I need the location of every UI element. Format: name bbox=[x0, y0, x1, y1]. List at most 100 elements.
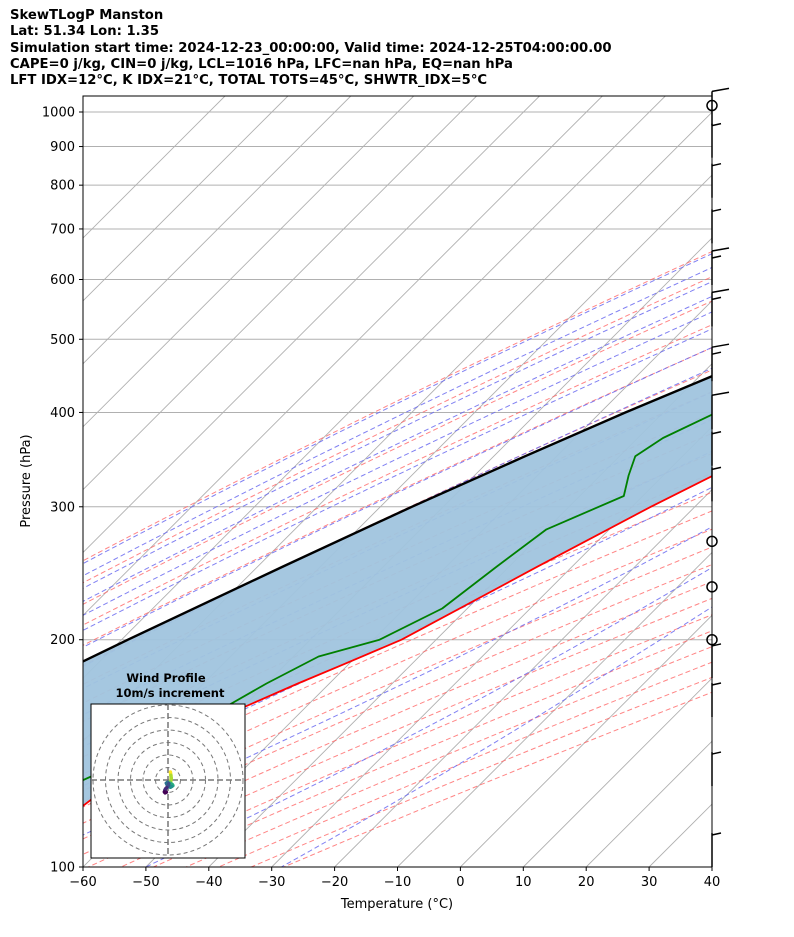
x-axis-label: Temperature (°C) bbox=[340, 897, 453, 912]
wind-barb bbox=[711, 247, 730, 286]
moist-adiabat bbox=[83, 346, 712, 648]
hodograph-title: Wind Profile bbox=[126, 671, 206, 685]
time-line: Simulation start time: 2024-12-23_00:00:… bbox=[10, 40, 612, 56]
hodograph-plot bbox=[91, 704, 245, 858]
dry-adiabat bbox=[83, 510, 712, 792]
barb-flag bbox=[711, 247, 730, 252]
y-tick-label: 600 bbox=[50, 273, 75, 288]
isotherm-line bbox=[711, 866, 712, 867]
x-tick-label: 40 bbox=[704, 875, 721, 890]
isotherm-line bbox=[83, 96, 540, 554]
wind-barb bbox=[711, 391, 730, 430]
moist-adiabat bbox=[83, 311, 712, 616]
y-tick-label: 900 bbox=[50, 140, 75, 155]
y-tick-label: 800 bbox=[50, 179, 75, 194]
wind-barb bbox=[711, 343, 730, 382]
wind-barb bbox=[706, 99, 718, 112]
barb-half-flag bbox=[711, 643, 722, 647]
wind-barb bbox=[711, 643, 722, 678]
dry-adiabat bbox=[83, 491, 712, 775]
calm-circle bbox=[706, 535, 718, 548]
wind-barb bbox=[711, 832, 722, 867]
moist-adiabat bbox=[83, 281, 712, 589]
barb-flag bbox=[711, 87, 730, 93]
x-tick-label: −30 bbox=[258, 875, 285, 890]
dry-adiabat bbox=[83, 300, 712, 605]
calm-circle bbox=[706, 99, 718, 112]
barb-flag bbox=[711, 288, 730, 294]
cape-line: CAPE=0 j/kg, CIN=0 j/kg, LCL=1016 hPa, L… bbox=[10, 56, 513, 72]
y-tick-label: 300 bbox=[50, 500, 75, 515]
wind-barb bbox=[711, 208, 722, 244]
wind-barb bbox=[711, 162, 722, 198]
barb-half-flag bbox=[711, 751, 722, 755]
wind-barb bbox=[706, 581, 718, 593]
dry-adiabat bbox=[83, 347, 712, 646]
y-tick-label: 500 bbox=[50, 333, 75, 348]
isotherm-line bbox=[83, 96, 477, 491]
wind-barb bbox=[711, 682, 722, 718]
isotherm-line bbox=[83, 96, 289, 302]
isotherm-line bbox=[397, 551, 712, 867]
x-tick-label: −10 bbox=[384, 875, 411, 890]
dry-adiabat bbox=[83, 250, 712, 562]
barb-half-flag bbox=[711, 122, 722, 127]
temperature-line bbox=[83, 475, 712, 807]
x-tick-label: −60 bbox=[69, 875, 96, 890]
isotherm-line bbox=[775, 96, 794, 867]
x-tick-label: 20 bbox=[578, 875, 595, 890]
barb-half-flag bbox=[711, 255, 722, 259]
calm-circle bbox=[706, 633, 718, 646]
barb-half-flag bbox=[711, 466, 722, 471]
wind-barb bbox=[706, 535, 718, 548]
dry-adiabat bbox=[83, 546, 712, 824]
dry-adiabat bbox=[83, 324, 712, 626]
isotherm-line bbox=[83, 96, 226, 239]
moist-adiabat bbox=[83, 526, 712, 836]
hodograph-subtitle: 10m/s increment bbox=[116, 686, 225, 700]
x-tick-label: 10 bbox=[515, 875, 532, 890]
y-tick-label: 400 bbox=[50, 406, 75, 421]
parcel-line bbox=[83, 374, 712, 663]
barb-half-flag bbox=[711, 351, 722, 355]
y-tick-label: 1000 bbox=[42, 105, 75, 120]
wind-barb bbox=[711, 122, 722, 158]
isotherm-line bbox=[83, 96, 415, 428]
barb-half-flag bbox=[711, 208, 722, 213]
wind-barbs bbox=[706, 87, 730, 867]
barb-half-flag bbox=[711, 162, 722, 167]
plot-grid bbox=[83, 96, 794, 867]
isotherm-line bbox=[460, 614, 712, 867]
wind-barb bbox=[706, 633, 718, 646]
isotherm-line bbox=[522, 677, 712, 867]
moist-adiabat bbox=[83, 486, 712, 787]
x-tick-label: 0 bbox=[456, 875, 464, 890]
barb-half-flag bbox=[711, 296, 722, 301]
isotherm-line bbox=[334, 488, 712, 867]
index-line: LFT IDX=12°C, K IDX=21°C, TOTAL TOTS=45°… bbox=[10, 73, 488, 89]
isotherm-line bbox=[83, 96, 352, 365]
wind-barb bbox=[711, 431, 722, 466]
y-tick-label: 200 bbox=[50, 633, 75, 648]
moist-adiabat bbox=[83, 266, 712, 577]
dry-adiabat bbox=[83, 528, 712, 808]
barb-flag bbox=[711, 343, 730, 348]
wind-barb bbox=[711, 466, 722, 502]
y-tick-label: 700 bbox=[50, 222, 75, 237]
wind-barb bbox=[711, 87, 730, 126]
calm-circle bbox=[706, 581, 718, 593]
isotherm-line bbox=[83, 96, 603, 617]
barb-half-flag bbox=[711, 682, 722, 686]
wind-barb bbox=[711, 751, 722, 787]
wind-barb bbox=[711, 288, 730, 327]
barb-half-flag bbox=[711, 832, 722, 836]
isotherm-line bbox=[83, 96, 666, 679]
barb-half-flag bbox=[711, 431, 722, 435]
x-tick-label: −20 bbox=[321, 875, 348, 890]
location-line: Lat: 51.34 Lon: 1.35 bbox=[10, 24, 160, 40]
x-tick-label: 30 bbox=[641, 875, 658, 890]
barb-flag bbox=[711, 391, 730, 397]
y-tick-label: 100 bbox=[50, 861, 75, 876]
